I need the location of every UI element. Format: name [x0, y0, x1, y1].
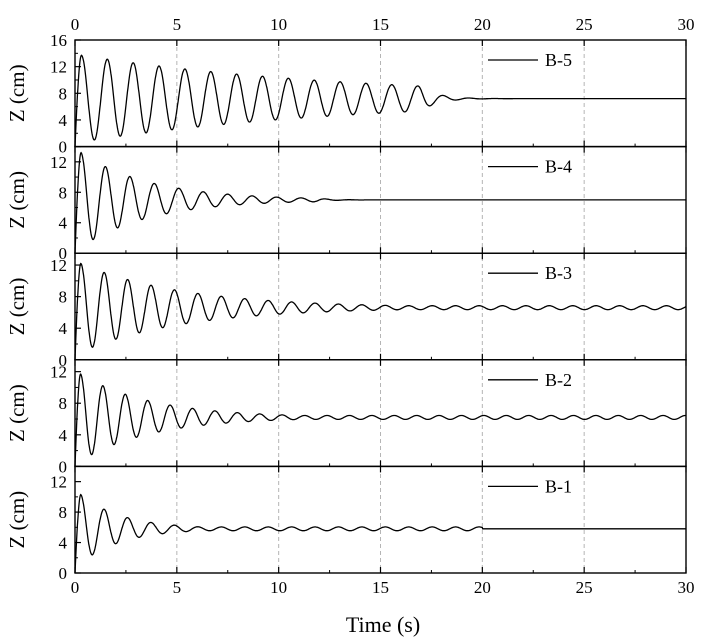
y-axis-title: Z (cm) — [5, 171, 29, 229]
y-tick-label: 12 — [50, 256, 67, 275]
series-line — [74, 54, 686, 147]
top-x-tick-label: 10 — [270, 15, 287, 34]
series-line — [74, 493, 686, 574]
y-axis-title: Z (cm) — [5, 64, 29, 122]
y-tick-label: 4 — [59, 111, 68, 130]
x-tick-label: 30 — [678, 578, 695, 597]
y-tick-label: 8 — [59, 288, 68, 307]
y-tick-label: 8 — [59, 183, 68, 202]
top-x-tick-label: 20 — [474, 15, 491, 34]
x-tick-label: 0 — [71, 578, 80, 597]
series-lines — [74, 54, 687, 574]
legend-label: B-1 — [545, 476, 572, 496]
y-tick-label: 4 — [59, 534, 68, 553]
legend-label: B-3 — [545, 263, 572, 283]
top-x-tick-label: 25 — [576, 15, 593, 34]
y-tick-label: 12 — [50, 473, 67, 492]
y-tick-label: 0 — [59, 138, 68, 157]
y-tick-label: 16 — [50, 31, 67, 50]
y-axis-title: Z (cm) — [5, 278, 29, 336]
legend-label: B-2 — [545, 370, 572, 390]
series-line — [74, 151, 686, 254]
x-tick-label: 5 — [173, 578, 182, 597]
labels: 0 4 8 12 16 Z (cm) B-5 0 4 8 12 Z (cm) B-4 0 4 8 12 Z (cm… — [5, 15, 695, 597]
y-tick-label: 12 — [50, 363, 67, 382]
y-tick-label: 0 — [59, 244, 68, 263]
y-axis-title: Z (cm) — [5, 384, 29, 442]
y-tick-label: 8 — [59, 84, 68, 103]
top-x-tick-label: 15 — [372, 15, 389, 34]
axes — [74, 39, 687, 574]
legend-label: B-4 — [545, 157, 572, 177]
x-tick-label: 10 — [270, 578, 287, 597]
series-line — [74, 262, 687, 360]
x-axis-title: Time (s) — [346, 612, 420, 637]
y-tick-label: 0 — [59, 564, 68, 583]
top-x-tick-label: 30 — [678, 15, 695, 34]
y-tick-label: 8 — [59, 503, 68, 522]
top-x-tick-label: 5 — [173, 15, 182, 34]
y-tick-label: 12 — [50, 153, 67, 172]
x-tick-label: 25 — [576, 578, 593, 597]
x-tick-label: 15 — [372, 578, 389, 597]
y-tick-label: 4 — [59, 426, 68, 445]
y-tick-label: 12 — [50, 58, 67, 77]
y-tick-label: 4 — [59, 214, 68, 233]
series-line — [74, 373, 686, 467]
legend-label: B-5 — [545, 50, 572, 70]
y-axis-title: Z (cm) — [5, 491, 29, 549]
top-x-tick-label: 0 — [71, 15, 80, 34]
y-tick-label: 8 — [59, 394, 68, 413]
y-tick-label: 4 — [59, 319, 68, 338]
y-tick-label: 0 — [59, 351, 68, 370]
y-tick-label: 0 — [59, 457, 68, 476]
x-tick-label: 20 — [474, 578, 491, 597]
